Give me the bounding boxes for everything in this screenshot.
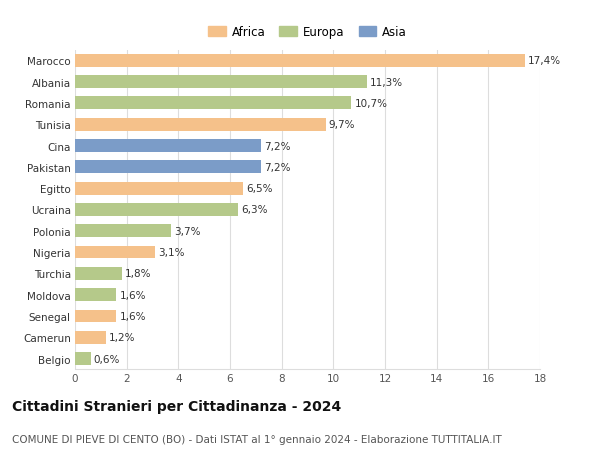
Text: 1,2%: 1,2% [109, 333, 136, 342]
Legend: Africa, Europa, Asia: Africa, Europa, Asia [206, 24, 409, 41]
Text: 10,7%: 10,7% [355, 99, 388, 109]
Text: 6,5%: 6,5% [246, 184, 272, 194]
Text: 1,6%: 1,6% [119, 311, 146, 321]
Bar [75, 246, 155, 259]
Bar [75, 118, 326, 131]
Text: 7,2%: 7,2% [264, 162, 290, 173]
Text: COMUNE DI PIEVE DI CENTO (BO) - Dati ISTAT al 1° gennaio 2024 - Elaborazione TUT: COMUNE DI PIEVE DI CENTO (BO) - Dati IST… [12, 434, 502, 444]
Bar [75, 182, 243, 195]
Text: 3,7%: 3,7% [173, 226, 200, 236]
Bar [75, 225, 170, 238]
Text: 11,3%: 11,3% [370, 78, 403, 87]
Text: 1,6%: 1,6% [119, 290, 146, 300]
Text: Cittadini Stranieri per Cittadinanza - 2024: Cittadini Stranieri per Cittadinanza - 2… [12, 399, 341, 413]
Bar [75, 161, 261, 174]
Text: 0,6%: 0,6% [94, 354, 120, 364]
Bar [75, 204, 238, 216]
Bar [75, 353, 91, 365]
Text: 7,2%: 7,2% [264, 141, 290, 151]
Bar [75, 289, 116, 302]
Bar [75, 140, 261, 152]
Text: 1,8%: 1,8% [125, 269, 151, 279]
Text: 9,7%: 9,7% [329, 120, 355, 130]
Text: 6,3%: 6,3% [241, 205, 268, 215]
Bar [75, 310, 116, 323]
Bar [75, 268, 121, 280]
Bar [75, 76, 367, 89]
Text: 17,4%: 17,4% [527, 56, 561, 66]
Bar [75, 331, 106, 344]
Bar [75, 55, 524, 67]
Text: 3,1%: 3,1% [158, 247, 185, 257]
Bar [75, 97, 352, 110]
